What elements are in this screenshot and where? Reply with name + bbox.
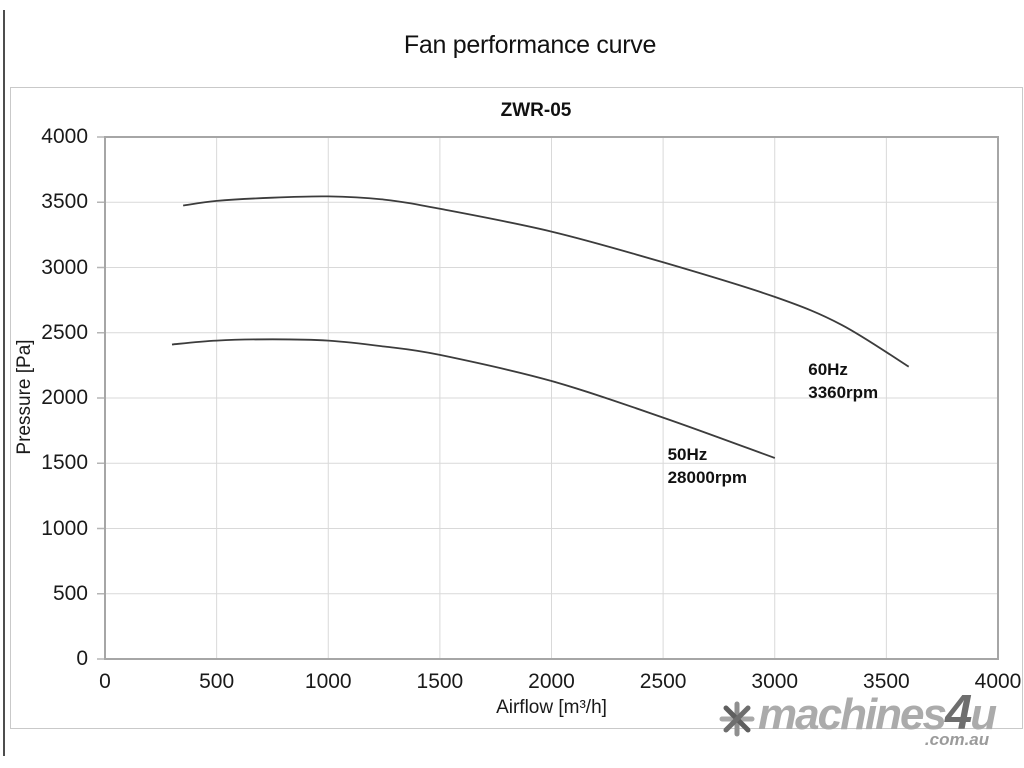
curve-label-line: 50Hz bbox=[667, 445, 708, 465]
y-tick-label-3500: 3500 bbox=[41, 190, 88, 214]
watermark-text: machines4u .com.au bbox=[758, 689, 997, 750]
curve-label-line: 60Hz bbox=[808, 359, 848, 379]
watermark-brand-prefix: machines bbox=[758, 690, 947, 739]
page-title: Fan performance curve bbox=[403, 31, 657, 59]
y-tick-label-2500: 2500 bbox=[41, 320, 88, 344]
y-tick-label-500: 500 bbox=[52, 581, 88, 605]
y-tick-label-3000: 3000 bbox=[41, 255, 88, 279]
watermark-machines4u: machines4u .com.au bbox=[719, 689, 997, 750]
x-axis-title: Airflow [m³/h] bbox=[496, 697, 607, 718]
watermark-domain: .com.au bbox=[924, 730, 990, 749]
x-tick-label-2000: 2000 bbox=[528, 670, 575, 693]
y-tick-label-1500: 1500 bbox=[41, 451, 88, 475]
x-tick-label-0: 0 bbox=[99, 670, 111, 693]
y-tick-label-4000: 4000 bbox=[41, 125, 88, 148]
plot-area-border bbox=[104, 136, 999, 660]
curve-label-line: 3360rpm bbox=[808, 382, 879, 402]
snowflake-asterisk-icon bbox=[719, 701, 755, 737]
chart-figure-panel bbox=[10, 87, 1023, 729]
y-tick-label-0: 0 bbox=[76, 647, 88, 670]
x-tick-label-4000: 4000 bbox=[974, 670, 1022, 693]
performance-curve-50hz bbox=[171, 338, 776, 459]
curve-label-line: 28000rpm bbox=[667, 468, 747, 488]
x-tick-label-2500: 2500 bbox=[639, 670, 687, 693]
chart-title: ZWR-05 bbox=[500, 100, 572, 121]
watermark-brand-accent: 4 bbox=[944, 686, 972, 740]
performance-curve-60hz bbox=[183, 195, 910, 368]
x-tick-label-500: 500 bbox=[199, 670, 235, 693]
watermark-brand: machines4u bbox=[758, 689, 997, 738]
x-tick-label-3000: 3000 bbox=[751, 670, 799, 693]
curve-label-60hz: 60Hz 3360rpm bbox=[808, 358, 878, 404]
y-axis-title: Pressure [Pa] bbox=[14, 339, 35, 455]
watermark-brand-suffix: u bbox=[970, 690, 997, 739]
y-tick-label-1000: 1000 bbox=[41, 516, 88, 540]
x-tick-label-3500: 3500 bbox=[863, 670, 910, 693]
x-tick-label-1000: 1000 bbox=[304, 670, 352, 693]
page-edge-line bbox=[3, 10, 5, 756]
x-tick-label-1500: 1500 bbox=[416, 670, 464, 693]
y-tick-label-2000: 2000 bbox=[41, 386, 88, 409]
curve-label-50hz: 50Hz 28000rpm bbox=[668, 443, 747, 489]
